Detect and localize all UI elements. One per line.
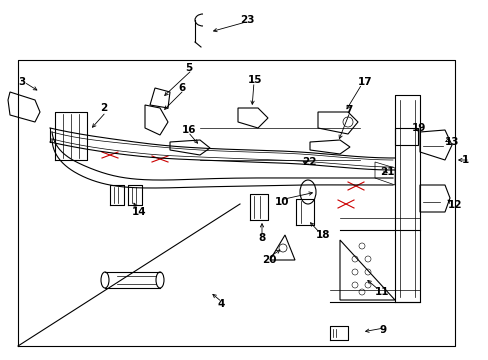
- Text: 11: 11: [374, 287, 389, 297]
- Text: 4: 4: [218, 299, 225, 309]
- Text: 14: 14: [132, 207, 146, 217]
- Text: 12: 12: [447, 200, 462, 210]
- Text: 19: 19: [411, 123, 426, 133]
- Text: 5: 5: [184, 63, 192, 73]
- Text: 15: 15: [247, 75, 262, 85]
- Text: 16: 16: [182, 125, 196, 135]
- Text: 7: 7: [345, 105, 352, 115]
- Text: 22: 22: [302, 157, 316, 167]
- Text: 10: 10: [274, 197, 289, 207]
- Text: 8: 8: [258, 233, 264, 243]
- Text: 3: 3: [18, 77, 25, 87]
- Text: 2: 2: [100, 103, 107, 113]
- Text: 9: 9: [379, 325, 386, 335]
- Text: 20: 20: [262, 255, 276, 265]
- Text: 17: 17: [357, 77, 372, 87]
- Text: 6: 6: [178, 83, 185, 93]
- Text: 21: 21: [379, 167, 394, 177]
- Text: 23: 23: [240, 15, 254, 25]
- Text: 13: 13: [444, 137, 459, 147]
- Text: 1: 1: [461, 155, 468, 165]
- Text: 18: 18: [315, 230, 330, 240]
